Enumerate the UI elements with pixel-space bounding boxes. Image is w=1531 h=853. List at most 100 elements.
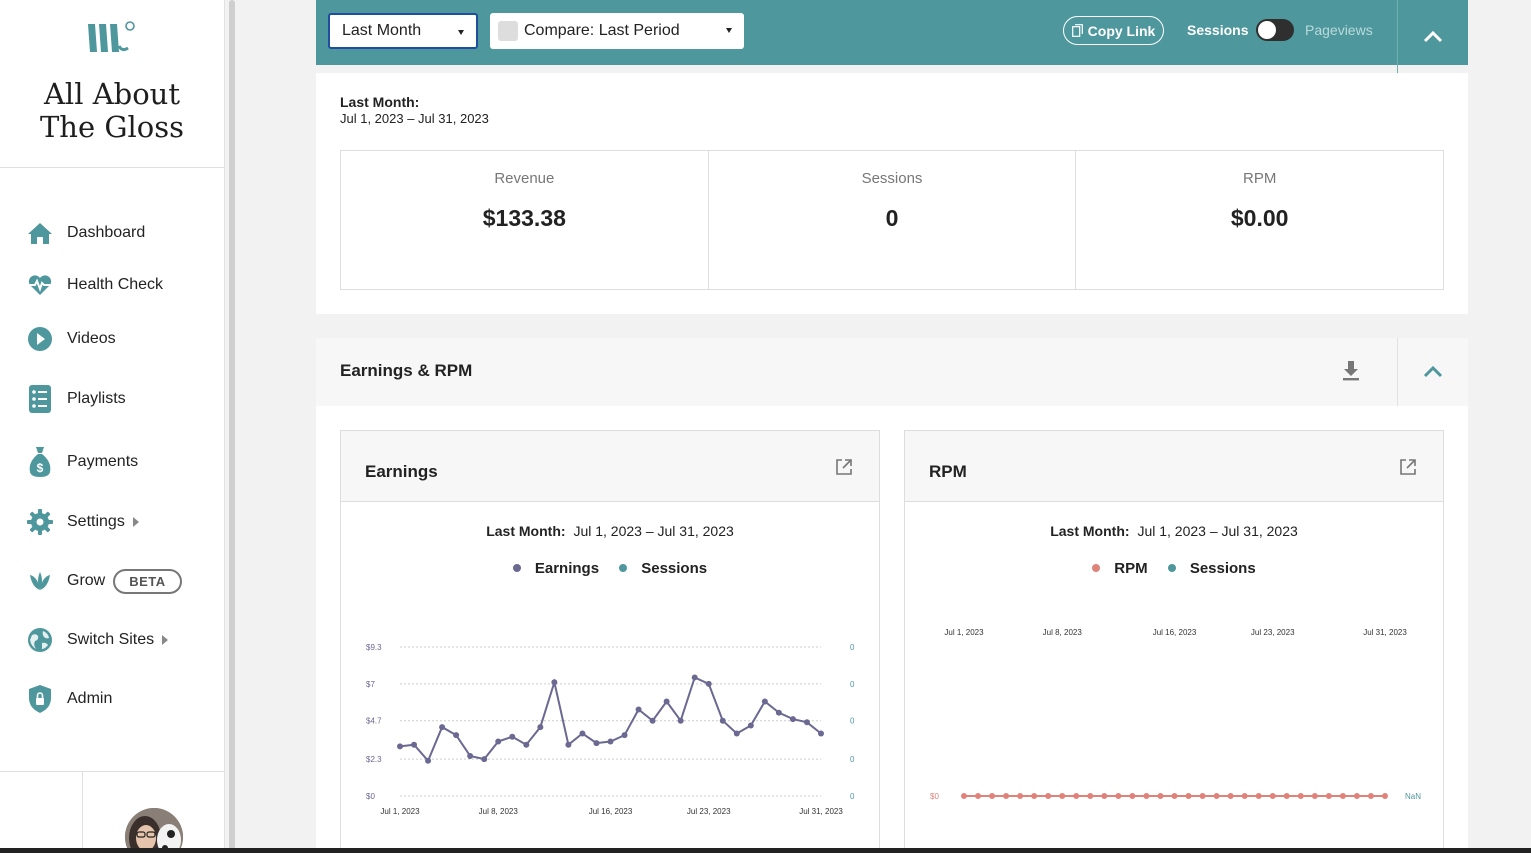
data-point bbox=[789, 716, 796, 723]
y-tick-label: $7 bbox=[366, 680, 375, 689]
legend-label: Sessions bbox=[641, 560, 708, 577]
data-point bbox=[1059, 793, 1066, 799]
metric-rpm: RPM $0.00 bbox=[1076, 151, 1443, 289]
legend-label: RPM bbox=[1114, 560, 1148, 577]
sidebar-item-label: Switch Sites bbox=[67, 631, 155, 648]
earnings-line bbox=[399, 676, 822, 763]
data-point bbox=[1045, 793, 1052, 799]
data-point bbox=[439, 724, 446, 731]
data-point bbox=[1031, 793, 1038, 799]
chart-legend: RPM Sessions bbox=[905, 560, 1443, 577]
legend-label: Earnings bbox=[534, 560, 600, 577]
data-point bbox=[1101, 793, 1108, 799]
earnings-rpm-section: Earnings & RPM Earnings Last Month: Jul … bbox=[316, 338, 1468, 853]
compare-select[interactable]: Compare: Last Period bbox=[490, 13, 744, 49]
card-title: Earnings bbox=[365, 462, 438, 481]
external-link-icon bbox=[1400, 459, 1416, 475]
data-point bbox=[1073, 793, 1080, 799]
metric-label: Revenue bbox=[494, 170, 555, 187]
sidebar-item-health-check[interactable]: Health Check bbox=[0, 264, 224, 306]
sidebar-item-videos[interactable]: Videos bbox=[0, 318, 224, 360]
avatar[interactable] bbox=[125, 808, 183, 853]
y-tick-label: $0 bbox=[930, 792, 939, 801]
sessions-pageviews-toggle[interactable] bbox=[1256, 19, 1294, 41]
data-point bbox=[1311, 793, 1318, 799]
y2-tick-label: 0 bbox=[850, 717, 855, 726]
data-point bbox=[1087, 793, 1094, 799]
data-point bbox=[1269, 793, 1276, 799]
legend-dot bbox=[1092, 564, 1101, 572]
toggle-pageviews-label: Pageviews bbox=[1305, 22, 1373, 38]
open-external-button[interactable] bbox=[835, 458, 853, 481]
window-bottom-edge bbox=[0, 848, 1531, 853]
period-title: Last Month: bbox=[340, 94, 420, 110]
sidebar-item-grow[interactable]: Grow BETA bbox=[0, 560, 224, 602]
x-tick-label: Jul 23, 2023 bbox=[687, 807, 731, 816]
sidebar-item-dashboard[interactable]: Dashboard bbox=[0, 212, 224, 254]
gear-icon bbox=[27, 509, 53, 535]
data-point bbox=[1367, 793, 1374, 799]
y-tick-label: $4.7 bbox=[366, 717, 382, 726]
data-point bbox=[1297, 793, 1304, 799]
data-point bbox=[1115, 793, 1122, 799]
download-button[interactable] bbox=[1342, 360, 1360, 387]
chart-subtitle: Last Month: Jul 1, 2023 – Jul 31, 2023 bbox=[905, 523, 1443, 539]
collapse-filter-button[interactable] bbox=[1397, 0, 1468, 73]
copy-link-label: Copy Link bbox=[1087, 22, 1156, 39]
brand-logo-icon[interactable] bbox=[0, 0, 224, 72]
data-point bbox=[975, 793, 982, 799]
legend-dot bbox=[512, 564, 521, 572]
sidebar-item-playlists[interactable]: Playlists bbox=[0, 378, 224, 420]
sidebar-item-payments[interactable]: $ Payments bbox=[0, 441, 224, 483]
sidebar-item-label: Playlists bbox=[67, 390, 126, 407]
x-tick-label: Jul 8, 2023 bbox=[1043, 628, 1083, 637]
y2-tick-label: 0 bbox=[850, 792, 855, 801]
shield-lock-icon bbox=[27, 685, 53, 713]
data-point bbox=[705, 680, 712, 687]
chart-subtitle-label: Last Month: bbox=[1050, 523, 1130, 539]
legend-item-rpm[interactable]: RPM bbox=[1092, 560, 1148, 577]
date-range-select[interactable]: Last Month bbox=[328, 13, 478, 49]
legend-item-sessions[interactable]: Sessions bbox=[1167, 560, 1256, 577]
sidebar-item-admin[interactable]: Admin bbox=[0, 678, 224, 720]
data-point bbox=[1283, 793, 1290, 799]
chevron-up-icon bbox=[1423, 366, 1443, 378]
data-point bbox=[579, 730, 586, 737]
data-point bbox=[537, 724, 544, 731]
globe-icon bbox=[27, 627, 53, 653]
heartbeat-icon bbox=[27, 272, 53, 298]
x-tick-label: Jul 1, 2023 bbox=[380, 807, 420, 816]
sidebar-scrollbar[interactable] bbox=[229, 0, 235, 853]
beta-badge: BETA bbox=[113, 568, 182, 594]
section-title: Earnings & RPM bbox=[340, 361, 473, 380]
data-point bbox=[1227, 793, 1234, 799]
x-tick-label: Jul 16, 2023 bbox=[589, 807, 633, 816]
metric-label: RPM bbox=[1243, 170, 1277, 187]
legend-dot bbox=[619, 564, 628, 572]
data-point bbox=[1143, 793, 1150, 799]
chevron-right-icon bbox=[132, 517, 139, 527]
metric-revenue: Revenue $133.38 bbox=[341, 151, 709, 289]
sidebar-item-settings[interactable]: Settings bbox=[0, 501, 224, 543]
metric-value: 0 bbox=[885, 205, 899, 231]
compare-value: Compare: Last Period bbox=[524, 22, 680, 39]
data-point bbox=[467, 752, 474, 759]
x-tick-label: Jul 23, 2023 bbox=[1251, 628, 1295, 637]
toggle-knob bbox=[1258, 21, 1276, 39]
card-title: RPM bbox=[929, 462, 967, 481]
legend-item-earnings[interactable]: Earnings bbox=[512, 560, 600, 577]
open-external-button[interactable] bbox=[1399, 458, 1417, 481]
metric-value: $133.38 bbox=[482, 205, 566, 231]
card-header: RPM bbox=[905, 431, 1443, 502]
data-point bbox=[425, 757, 432, 764]
summary-panel: Last Month: Jul 1, 2023 – Jul 31, 2023 R… bbox=[316, 73, 1468, 314]
chevron-up-icon bbox=[1423, 30, 1443, 42]
y2-tick-label: NaN bbox=[1405, 792, 1421, 801]
playlist-icon bbox=[27, 385, 53, 413]
x-tick-label: Jul 31, 2023 bbox=[799, 807, 843, 816]
collapse-section-button[interactable] bbox=[1397, 338, 1468, 406]
sidebar-item-switch-sites[interactable]: Switch Sites bbox=[0, 619, 224, 661]
copy-link-button[interactable]: Copy Link bbox=[1063, 16, 1164, 45]
legend-item-sessions[interactable]: Sessions bbox=[619, 560, 707, 577]
metric-sessions: Sessions 0 bbox=[709, 151, 1077, 289]
